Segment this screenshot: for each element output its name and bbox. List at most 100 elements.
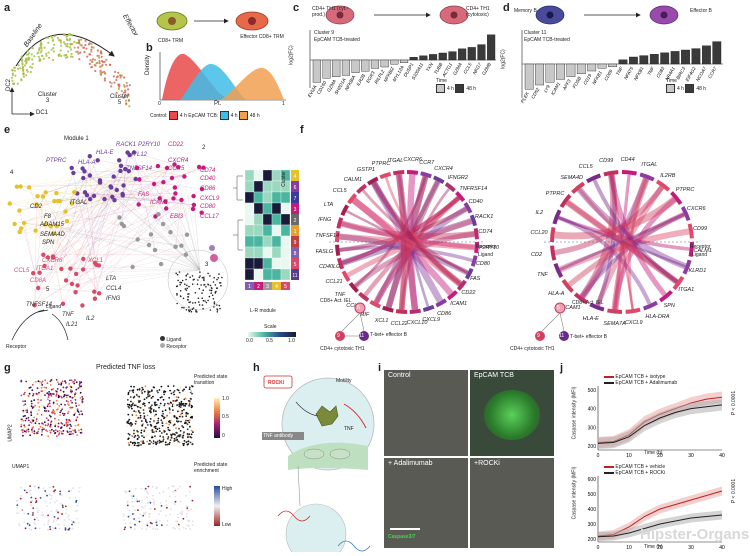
umap-point <box>184 397 187 400</box>
umap-point <box>142 512 145 514</box>
umap-point <box>44 410 47 413</box>
umap-point <box>49 384 52 386</box>
mini-point <box>181 279 184 282</box>
umap-point <box>189 441 192 444</box>
network-edge <box>77 165 122 286</box>
umap-point <box>130 422 133 425</box>
umap-point <box>142 514 145 517</box>
umap-point <box>169 513 172 516</box>
umap-point <box>152 409 155 411</box>
f-gene-itga1: ITGA1 <box>678 287 695 294</box>
umap-point <box>39 395 42 398</box>
umap-point <box>148 439 151 442</box>
umap-point <box>56 435 58 437</box>
network-node <box>179 243 184 248</box>
umap-point <box>31 499 34 502</box>
chord-segment <box>550 245 557 261</box>
label-c-right: CD4+ TH1 (cytotoxic) <box>466 6 490 18</box>
umap-point <box>182 436 184 439</box>
network-edge <box>34 165 122 306</box>
trajectory-point <box>53 43 56 46</box>
umap-point <box>176 435 179 437</box>
network-node <box>88 197 93 202</box>
umap-point <box>72 432 74 435</box>
bar-label: CCL5 <box>462 62 472 75</box>
network-edge <box>33 269 201 274</box>
heatmap-cell <box>280 191 291 204</box>
trajectory-point <box>122 84 126 87</box>
trajectory-point <box>25 69 29 72</box>
umap-point <box>157 417 160 420</box>
network-edge <box>56 192 201 271</box>
umap-point <box>126 504 129 507</box>
umap-point <box>37 509 40 512</box>
trajectory-point <box>56 37 60 40</box>
chord-link <box>579 177 649 299</box>
trajectory-point <box>71 34 74 37</box>
umap-point <box>143 412 145 415</box>
network-edge <box>161 263 201 271</box>
mini-point <box>188 306 190 308</box>
trajectory-point <box>11 79 14 82</box>
umap-point <box>187 419 189 422</box>
mini-point <box>199 275 201 277</box>
umap-point <box>158 513 160 515</box>
umap-point <box>30 501 32 504</box>
umap-point <box>20 380 23 383</box>
g-umap2: UMAP2 <box>7 424 14 442</box>
umap-point <box>60 395 62 398</box>
umap-point <box>144 511 147 514</box>
umap-point <box>128 403 131 406</box>
chord-segment <box>336 257 345 270</box>
network-node <box>51 231 56 236</box>
trajectory-point <box>70 52 73 56</box>
j-xtick: 10 <box>626 453 632 459</box>
trajectory-point <box>21 66 24 69</box>
umap-point <box>33 399 36 401</box>
network-edge <box>148 204 195 246</box>
j-xtick: 0 <box>597 545 600 551</box>
network-edge <box>155 167 168 217</box>
umap-point <box>54 429 57 432</box>
f-gene-il2: IL2 <box>535 209 544 216</box>
mini-point <box>217 277 220 279</box>
mini-point <box>185 289 188 291</box>
umap-point <box>29 489 32 492</box>
c-ylabel: log2(FC) <box>288 45 295 65</box>
bar-cd69 <box>608 63 618 67</box>
umap-point <box>127 393 130 396</box>
trajectory-point <box>66 39 69 42</box>
f-gene-itgal: ITGAL <box>641 162 658 169</box>
e-gene-ccr5: CCR5 <box>168 166 185 172</box>
umap-point <box>145 490 148 493</box>
d-legend-4h: 4 h <box>677 85 684 92</box>
umap-point <box>154 404 157 407</box>
umap-point <box>67 394 70 397</box>
e-gene-itga1: ITGA1 <box>36 266 54 272</box>
umap-point <box>182 434 185 437</box>
mini-point <box>213 302 216 305</box>
umap-point <box>162 412 165 415</box>
umap-point <box>79 385 81 388</box>
umap-point <box>31 429 33 431</box>
umap-point <box>185 415 188 417</box>
umap-point <box>73 395 76 398</box>
umap-point <box>154 436 157 439</box>
umap-point <box>128 389 131 392</box>
umap-point <box>55 499 58 502</box>
trajectory-point <box>100 55 103 59</box>
axis-pt: Pt. <box>214 101 222 107</box>
trajectory-point <box>77 52 80 55</box>
umap-point <box>150 397 153 399</box>
umap-point <box>25 394 27 396</box>
umap-point <box>186 423 189 426</box>
chord-link <box>595 174 617 307</box>
network-edge <box>158 214 201 271</box>
network-node <box>111 174 116 179</box>
network-node <box>43 222 48 227</box>
network-node <box>97 178 103 183</box>
network-edge <box>57 200 124 227</box>
umap-point <box>57 422 60 425</box>
umap-point <box>182 526 185 529</box>
mini-point <box>198 301 200 303</box>
